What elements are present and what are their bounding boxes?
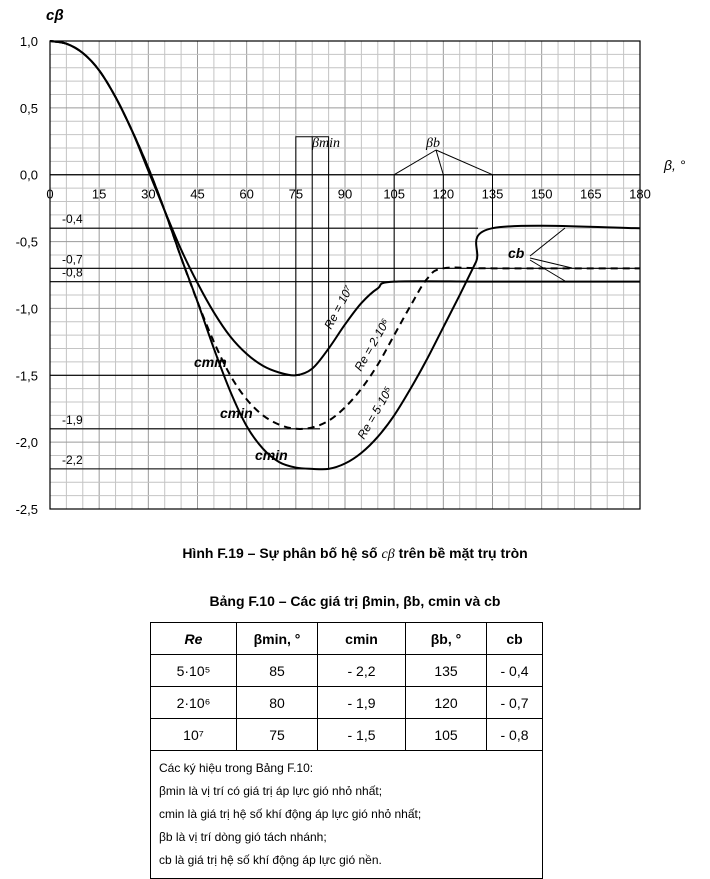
cell-beta-min: 85 xyxy=(236,654,318,687)
cell-c-min: - 2,2 xyxy=(317,654,406,687)
chart-labels: 0 15 30 45 60 75 90 105 120 135 150 165 180 1,0 0,5 0,0… xyxy=(16,7,686,517)
beta-b-leader xyxy=(393,149,437,176)
notes-row: Các ký hiệu trong Bảng F.10: βmin là vị … xyxy=(150,750,543,879)
c-min-annotation: cmin xyxy=(194,354,227,370)
series-label: Re = 10⁷ xyxy=(321,283,356,331)
table-row: 2·10⁶ 80 - 1,9 120 - 0,7 xyxy=(150,686,543,719)
beta-b-leader xyxy=(435,149,493,176)
header-c-b: cb xyxy=(486,622,543,655)
cell-beta-min: 80 xyxy=(236,686,318,719)
cell-beta-b: 120 xyxy=(405,686,487,719)
cell-c-b: - 0,4 xyxy=(486,654,543,687)
figure-caption-symbol: cβ xyxy=(381,547,395,562)
cell-beta-min: 75 xyxy=(236,718,318,751)
c-min-annotation: cmin xyxy=(220,405,253,421)
c-b-annotation: cb xyxy=(508,245,525,261)
plot-frame xyxy=(49,40,641,510)
x-tick-label: 150 xyxy=(531,187,553,202)
x-tick-label: 15 xyxy=(92,187,106,202)
y-tick-label: -0,5 xyxy=(16,235,38,250)
cell-c-min: - 1,5 xyxy=(317,718,406,751)
series-curve-2 xyxy=(49,40,640,430)
header-beta-b: βb, ° xyxy=(405,622,487,655)
x-tick-label: 180 xyxy=(629,187,651,202)
y-tick-label: 0,0 xyxy=(20,168,38,183)
cell-c-b: - 0,7 xyxy=(486,686,543,719)
beta-b-leader xyxy=(435,149,444,175)
table-row: 10⁷ 75 - 1,5 105 - 0,8 xyxy=(150,718,543,751)
beta-b-annotation: βb xyxy=(425,136,440,151)
cell-re: 10⁷ xyxy=(150,718,237,751)
level-label: -0,8 xyxy=(62,266,83,280)
x-tick-label: 105 xyxy=(383,187,405,202)
series-curve-3 xyxy=(49,40,641,471)
table-title: Bảng F.10 – Các giá trị βmin, βb, cmin v… xyxy=(209,593,501,609)
y-tick-label: -1,0 xyxy=(16,301,38,316)
x-tick-label: 135 xyxy=(482,187,504,202)
y-tick-label: 0,5 xyxy=(20,101,38,116)
chart-marks xyxy=(49,40,641,471)
cell-beta-b: 105 xyxy=(405,718,487,751)
beta-min-annotation: βmin xyxy=(311,136,340,151)
x-tick-label: 120 xyxy=(432,187,454,202)
notes-heading: Các ký hiệu trong Bảng F.10: xyxy=(159,761,314,775)
series-label: Re = 5·10⁵ xyxy=(354,384,395,441)
cell-re: 5·10⁵ xyxy=(150,654,237,687)
x-tick-label: 0 xyxy=(46,187,53,202)
level-label: -0,7 xyxy=(62,252,83,266)
note-c-b: cb là giá trị hệ số khí động áp lực gió … xyxy=(159,853,382,867)
cell-c-b: - 0,8 xyxy=(486,718,543,751)
table-header-row: Re βmin, ° cmin βb, ° cb xyxy=(150,622,543,655)
x-axis-label: β, ° xyxy=(663,157,686,173)
header-beta-min: βmin, ° xyxy=(236,622,318,655)
x-tick-label: 45 xyxy=(190,187,204,202)
cell-beta-b: 135 xyxy=(405,654,487,687)
header-re: Re xyxy=(150,622,237,655)
figure-caption: Hình F.19 – Sự phân bố hệ số cβ trên bề … xyxy=(182,545,528,562)
cell-re: 2·10⁶ xyxy=(150,686,237,719)
note-beta-b: βb là vị trí dòng gió tách nhánh; xyxy=(159,830,327,844)
y-tick-label: -1,5 xyxy=(16,368,38,383)
pressure-distribution-chart: 0 15 30 45 60 75 90 105 120 135 150 165 180 1,0 0,5 0,0… xyxy=(16,7,686,517)
table-row: 5·10⁵ 85 - 2,2 135 - 0,4 xyxy=(150,654,543,687)
table-notes: Các ký hiệu trong Bảng F.10: βmin là vị … xyxy=(150,750,543,879)
x-tick-label: 75 xyxy=(289,187,303,202)
cell-c-min: - 1,9 xyxy=(317,686,406,719)
values-table: Re βmin, ° cmin βb, ° cb 5·10⁵ 85 - 2,2 … xyxy=(150,622,543,879)
level-label: -1,9 xyxy=(62,413,83,427)
x-tick-label: 60 xyxy=(239,187,253,202)
chart-axes xyxy=(49,40,641,510)
y-tick-label: -2,5 xyxy=(16,502,38,517)
series-label: Re = 2·10⁶ xyxy=(351,316,392,373)
y-tick-label: -2,0 xyxy=(16,435,38,450)
c-b-leader xyxy=(529,257,573,269)
c-b-leader xyxy=(529,259,566,282)
note-c-min: cmin là giá trị hệ số khí động áp lực gi… xyxy=(159,807,422,821)
c-min-annotation: cmin xyxy=(255,447,288,463)
y-tick-label: 1,0 xyxy=(20,34,38,49)
x-tick-label: 165 xyxy=(580,187,602,202)
x-tick-label: 90 xyxy=(338,187,352,202)
level-label: -2,2 xyxy=(62,453,83,467)
y-axis-label: cβ xyxy=(46,7,64,24)
note-beta-min: βmin là vị trí có giá trị áp lực gió nhỏ… xyxy=(159,784,383,798)
c-b-leader xyxy=(529,227,566,257)
level-label: -0,4 xyxy=(62,212,83,226)
chart-grid xyxy=(49,40,641,510)
x-tick-label: 30 xyxy=(141,187,155,202)
header-c-min: cmin xyxy=(317,622,406,655)
